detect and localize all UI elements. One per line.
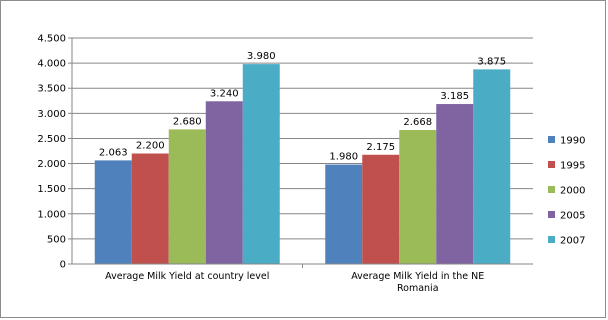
data-label: 3.185 xyxy=(440,91,469,102)
bar-1995 xyxy=(362,154,400,264)
bar-2005 xyxy=(436,104,474,264)
y-tick-label: 2.000 xyxy=(37,159,66,170)
legend-swatch xyxy=(548,161,555,168)
data-label: 3.875 xyxy=(477,56,506,67)
data-label: 2.175 xyxy=(366,142,395,153)
y-tick-label: 500 xyxy=(47,234,66,245)
legend-label: 1990 xyxy=(560,136,585,147)
legend-label: 2005 xyxy=(560,211,585,222)
y-tick-label: 3.500 xyxy=(37,84,66,95)
legend-label: 1995 xyxy=(560,161,585,172)
bar-2005 xyxy=(205,101,243,264)
y-tick-label: 2.500 xyxy=(37,134,66,145)
data-label: 2.063 xyxy=(99,147,128,158)
category-label: Average Milk Yield at country level xyxy=(105,271,269,282)
category-label: Romania xyxy=(397,283,439,294)
legend-swatch xyxy=(548,211,555,218)
y-tick-label: 0 xyxy=(60,260,66,271)
y-tick-label: 3.000 xyxy=(37,109,66,120)
y-tick-label: 1.500 xyxy=(37,184,66,195)
legend-swatch xyxy=(548,186,555,193)
bar-1990 xyxy=(325,164,363,264)
data-label: 2.668 xyxy=(403,117,432,128)
y-tick-label: 4.500 xyxy=(37,34,66,45)
bar-2007 xyxy=(473,69,511,264)
bar-2007 xyxy=(242,64,280,264)
y-tick-label: 4.000 xyxy=(37,59,66,70)
data-label: 1.980 xyxy=(329,152,358,163)
legend-label: 2000 xyxy=(560,186,585,197)
legend-swatch xyxy=(548,136,555,143)
bar-2000 xyxy=(168,129,206,264)
data-label: 2.200 xyxy=(136,141,165,152)
data-label: 2.680 xyxy=(173,116,202,127)
bar-2000 xyxy=(399,130,437,264)
legend-label: 2007 xyxy=(560,236,585,247)
category-label: Average Milk Yield in the NE xyxy=(351,271,484,282)
bar-1990 xyxy=(94,160,132,264)
y-tick-label: 1.000 xyxy=(37,209,66,220)
legend-swatch xyxy=(548,236,555,243)
data-label: 3.980 xyxy=(247,51,276,62)
bar-1995 xyxy=(131,153,169,264)
data-label: 3.240 xyxy=(210,88,239,99)
